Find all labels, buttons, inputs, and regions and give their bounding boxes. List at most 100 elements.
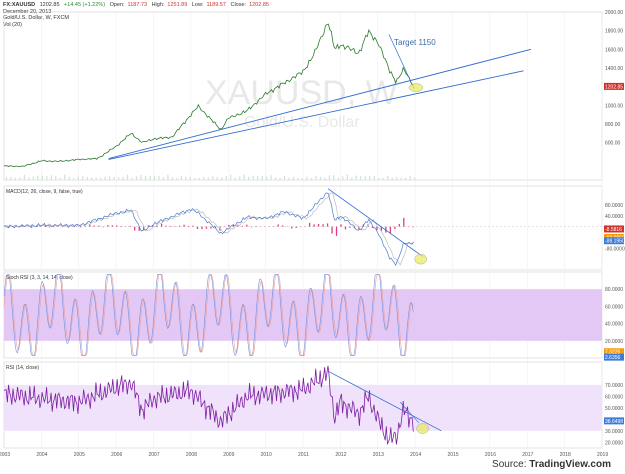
macd-histogram-bar (183, 224, 185, 227)
macd-histogram-bar (205, 226, 208, 229)
source-brand: TradingView.com (529, 459, 611, 470)
volume-bar (306, 176, 308, 180)
volume-bar (301, 177, 304, 180)
macd-histogram-bar (80, 226, 82, 228)
macd-histogram-bar (102, 226, 104, 228)
macd-histogram-bar (398, 223, 400, 227)
volume-bar (144, 175, 147, 180)
chart-header: FX:XAUUSD 1202.85 +14.45 (+1.22%) Open: 1… (3, 2, 272, 28)
macd-histogram-bar (250, 226, 252, 228)
stoch-tick-label: 20.0000 (605, 339, 623, 345)
macd-histogram-bar (44, 225, 46, 227)
macd-tick-label: -80.0000 (605, 246, 625, 252)
macd-histogram-bar (313, 224, 315, 227)
rsi-tag-bg (604, 417, 624, 425)
volume-bar (122, 176, 124, 180)
volume-bar (297, 177, 299, 180)
volume-bar (41, 175, 43, 180)
volume-bar (64, 174, 66, 180)
volume-bar (274, 177, 277, 180)
macd-histogram-bar (196, 226, 199, 229)
volume-bar (292, 176, 295, 180)
volume-bar (135, 176, 138, 180)
volume-bar (239, 176, 241, 180)
macd-histogram-bar (344, 226, 347, 230)
volume-bar (387, 176, 389, 180)
volume-bar (117, 177, 120, 180)
volume-bar (203, 177, 205, 180)
price-tick-label: 1000.00 (605, 103, 623, 109)
high-value: 1251.89 (167, 2, 188, 8)
price-tick-label: 800.00 (605, 122, 621, 128)
year-tick-label: 2015 (448, 452, 459, 458)
volume-bar (50, 175, 52, 180)
volume-bar (396, 177, 398, 180)
volume-bar (310, 177, 313, 180)
volume-bar (261, 175, 263, 180)
stoch-tag-d: 7.3225 (605, 350, 621, 356)
macd-tag-macd-bg (604, 237, 624, 245)
volume-bar (252, 175, 254, 180)
volume-bar (400, 177, 402, 180)
stoch-tick-label: 60.0000 (605, 304, 623, 310)
macd-histogram-bar (228, 224, 230, 227)
stoch-tag-k: 2.6356 (605, 355, 621, 361)
macd-histogram-bar (210, 226, 212, 229)
stoch-tag-d-bg (604, 348, 624, 356)
volume-bar (73, 177, 75, 180)
macd-highlight-circle (414, 253, 427, 265)
price-tick-label: 600.00 (605, 141, 621, 147)
volume-bar (23, 174, 26, 180)
volume-bar (315, 175, 317, 180)
volume-bar (225, 176, 227, 180)
year-tick-label: 2019 (597, 452, 608, 458)
year-tick-label: 2010 (261, 452, 272, 458)
chart-date: December 20, 2013 (3, 8, 52, 15)
year-tick-label: 2016 (485, 452, 496, 458)
stoch-d-line (3, 274, 414, 356)
macd-histogram-bar (138, 226, 140, 231)
year-tick-label: 2012 (335, 452, 346, 458)
volume-bar (391, 177, 393, 180)
rsi-tag: 38.6498 (605, 419, 623, 425)
price-tag: 1202.85 (605, 84, 623, 90)
rsi-tick-label: 20.0000 (605, 440, 623, 446)
macd-tag-hist-bg (604, 225, 624, 233)
source-credit: Source: TradingView.com (492, 459, 611, 470)
volume-bar (126, 174, 129, 180)
macd-histogram-bar (169, 225, 172, 227)
volume-bar (270, 175, 272, 180)
macd-histogram-bar (129, 225, 131, 227)
open-value: 1187.73 (127, 2, 148, 8)
volume-bar (369, 175, 371, 180)
macd-histogram-bar (48, 226, 51, 228)
watermark-name: Gold/U.S. Dollar (244, 114, 360, 131)
volume-bar (337, 177, 339, 180)
volume-bar (28, 177, 30, 180)
year-tick-label: 2009 (223, 452, 234, 458)
price-tick-label: 1800.00 (605, 29, 623, 35)
volume-bar (180, 176, 182, 180)
volume-bar (77, 176, 79, 180)
volume-bar (342, 176, 344, 180)
macd-histogram-bar (277, 224, 279, 227)
macd-histogram-bar (371, 226, 374, 228)
price-tick-label: 2000.00 (605, 10, 623, 16)
macd-tick-label: 40.0000 (605, 214, 623, 220)
rsi-line (3, 365, 414, 446)
volume-bar (59, 177, 61, 180)
macd-histogram-bar (219, 226, 221, 231)
macd-histogram-bar (331, 226, 333, 234)
open-label: Open: (109, 2, 125, 8)
macd-histogram-bar (111, 225, 113, 227)
volume-bar (37, 175, 39, 180)
rsi-trendline (327, 370, 442, 432)
volume-bar (109, 176, 111, 180)
macd-line (3, 192, 414, 267)
year-tick-label: 2013 (373, 452, 384, 458)
volume-bar (283, 176, 286, 180)
volume-bar (95, 177, 97, 180)
volume-bar (153, 175, 156, 180)
volume-bar (265, 176, 268, 180)
price-change: +14.45 (+1.22%) (64, 2, 106, 8)
